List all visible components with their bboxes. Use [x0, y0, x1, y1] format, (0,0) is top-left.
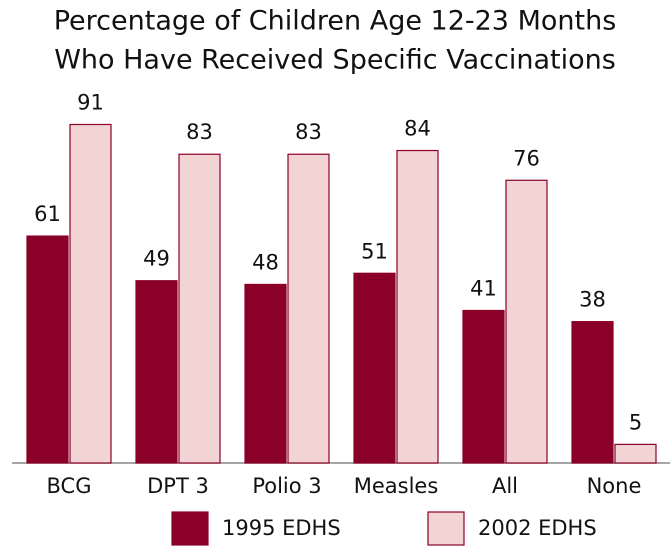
bar	[26, 235, 69, 464]
x-tick-label: BCG	[47, 474, 92, 498]
chart-title: Who Have Received Specific Vaccinations	[54, 45, 616, 76]
legend-swatch	[427, 511, 465, 546]
value-label: 48	[252, 250, 279, 274]
bar	[571, 321, 614, 464]
bar	[135, 280, 178, 464]
bar	[396, 149, 439, 464]
chart-title: Percentage of Children Age 12-23 Months	[54, 6, 617, 37]
x-tick-label: Polio 3	[252, 474, 321, 498]
value-label: 5	[629, 410, 642, 434]
legend-swatch	[171, 511, 209, 546]
value-label: 61	[34, 202, 61, 226]
value-label: 84	[404, 117, 431, 141]
bar	[462, 309, 505, 464]
value-label: 83	[186, 120, 213, 144]
bar	[505, 179, 548, 464]
value-label: 51	[361, 239, 388, 263]
bar	[287, 153, 330, 464]
x-tick-label: None	[587, 474, 642, 498]
bar	[69, 123, 112, 464]
value-label: 91	[77, 90, 104, 114]
x-tick-label: DPT 3	[147, 474, 209, 498]
legend-label: 1995 EDHS	[222, 516, 341, 540]
value-label: 49	[143, 247, 170, 271]
value-label: 83	[295, 120, 322, 144]
bar	[353, 272, 396, 464]
legend-label: 2002 EDHS	[478, 516, 597, 540]
bar	[614, 443, 657, 464]
value-label: 76	[513, 146, 540, 170]
value-label: 41	[470, 276, 497, 300]
bar	[178, 153, 221, 464]
x-tick-label: Measles	[354, 474, 439, 498]
bar	[244, 283, 287, 464]
value-label: 38	[579, 288, 606, 312]
x-tick-label: All	[492, 474, 518, 498]
